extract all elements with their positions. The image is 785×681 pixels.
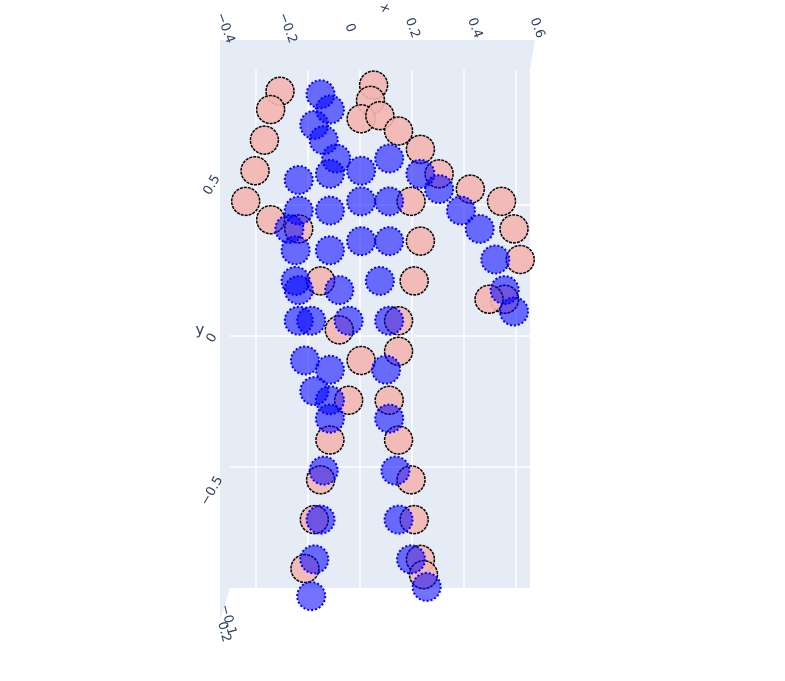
- point: [333, 305, 364, 336]
- point: [314, 403, 345, 434]
- point: [383, 116, 414, 146]
- x-axis-title: x: [377, 2, 394, 15]
- point: [296, 581, 327, 612]
- x-tick-label: 0: [342, 22, 359, 35]
- x-tick-label: 0.6: [527, 16, 548, 41]
- point: [364, 265, 395, 296]
- point: [505, 244, 535, 275]
- point: [383, 504, 414, 535]
- point: [424, 174, 455, 205]
- point: [464, 213, 495, 244]
- point: [499, 214, 529, 244]
- point: [230, 186, 261, 217]
- point: [289, 345, 320, 376]
- point: [249, 125, 280, 155]
- point: [346, 226, 377, 257]
- point: [399, 266, 429, 296]
- point: [374, 226, 405, 257]
- point: [240, 156, 270, 186]
- point: [374, 403, 405, 434]
- x-tick-label: 0.4: [464, 16, 485, 41]
- point: [314, 354, 345, 385]
- point: [374, 186, 405, 217]
- point: [314, 195, 345, 226]
- point: [305, 504, 336, 535]
- point: [405, 226, 436, 256]
- x-tick-label: −0.4: [213, 11, 238, 46]
- point: [396, 186, 426, 217]
- point: [314, 158, 345, 189]
- point: [255, 94, 286, 125]
- point: [346, 186, 377, 217]
- point: [280, 265, 311, 296]
- point: [346, 345, 376, 376]
- point: [486, 186, 517, 217]
- point: [480, 244, 511, 275]
- point: [314, 235, 345, 266]
- z-tick-label: 0.2: [214, 620, 234, 644]
- point: [445, 195, 476, 226]
- point: [274, 213, 305, 244]
- top-pane: [220, 40, 535, 70]
- point: [283, 305, 314, 336]
- point: [380, 455, 411, 486]
- point: [371, 354, 402, 385]
- y-axis-title: y: [196, 321, 205, 339]
- point: [396, 544, 427, 575]
- point: [324, 275, 355, 306]
- x-tick-label: 0.2: [402, 16, 423, 41]
- point: [283, 164, 314, 195]
- point: [499, 296, 529, 327]
- point: [308, 455, 339, 486]
- point: [411, 571, 442, 602]
- point: [374, 143, 405, 174]
- point: [299, 544, 330, 575]
- point: [374, 305, 405, 336]
- y-tick-label: 0: [203, 331, 220, 346]
- point: [346, 155, 377, 186]
- left-pane: [220, 40, 230, 620]
